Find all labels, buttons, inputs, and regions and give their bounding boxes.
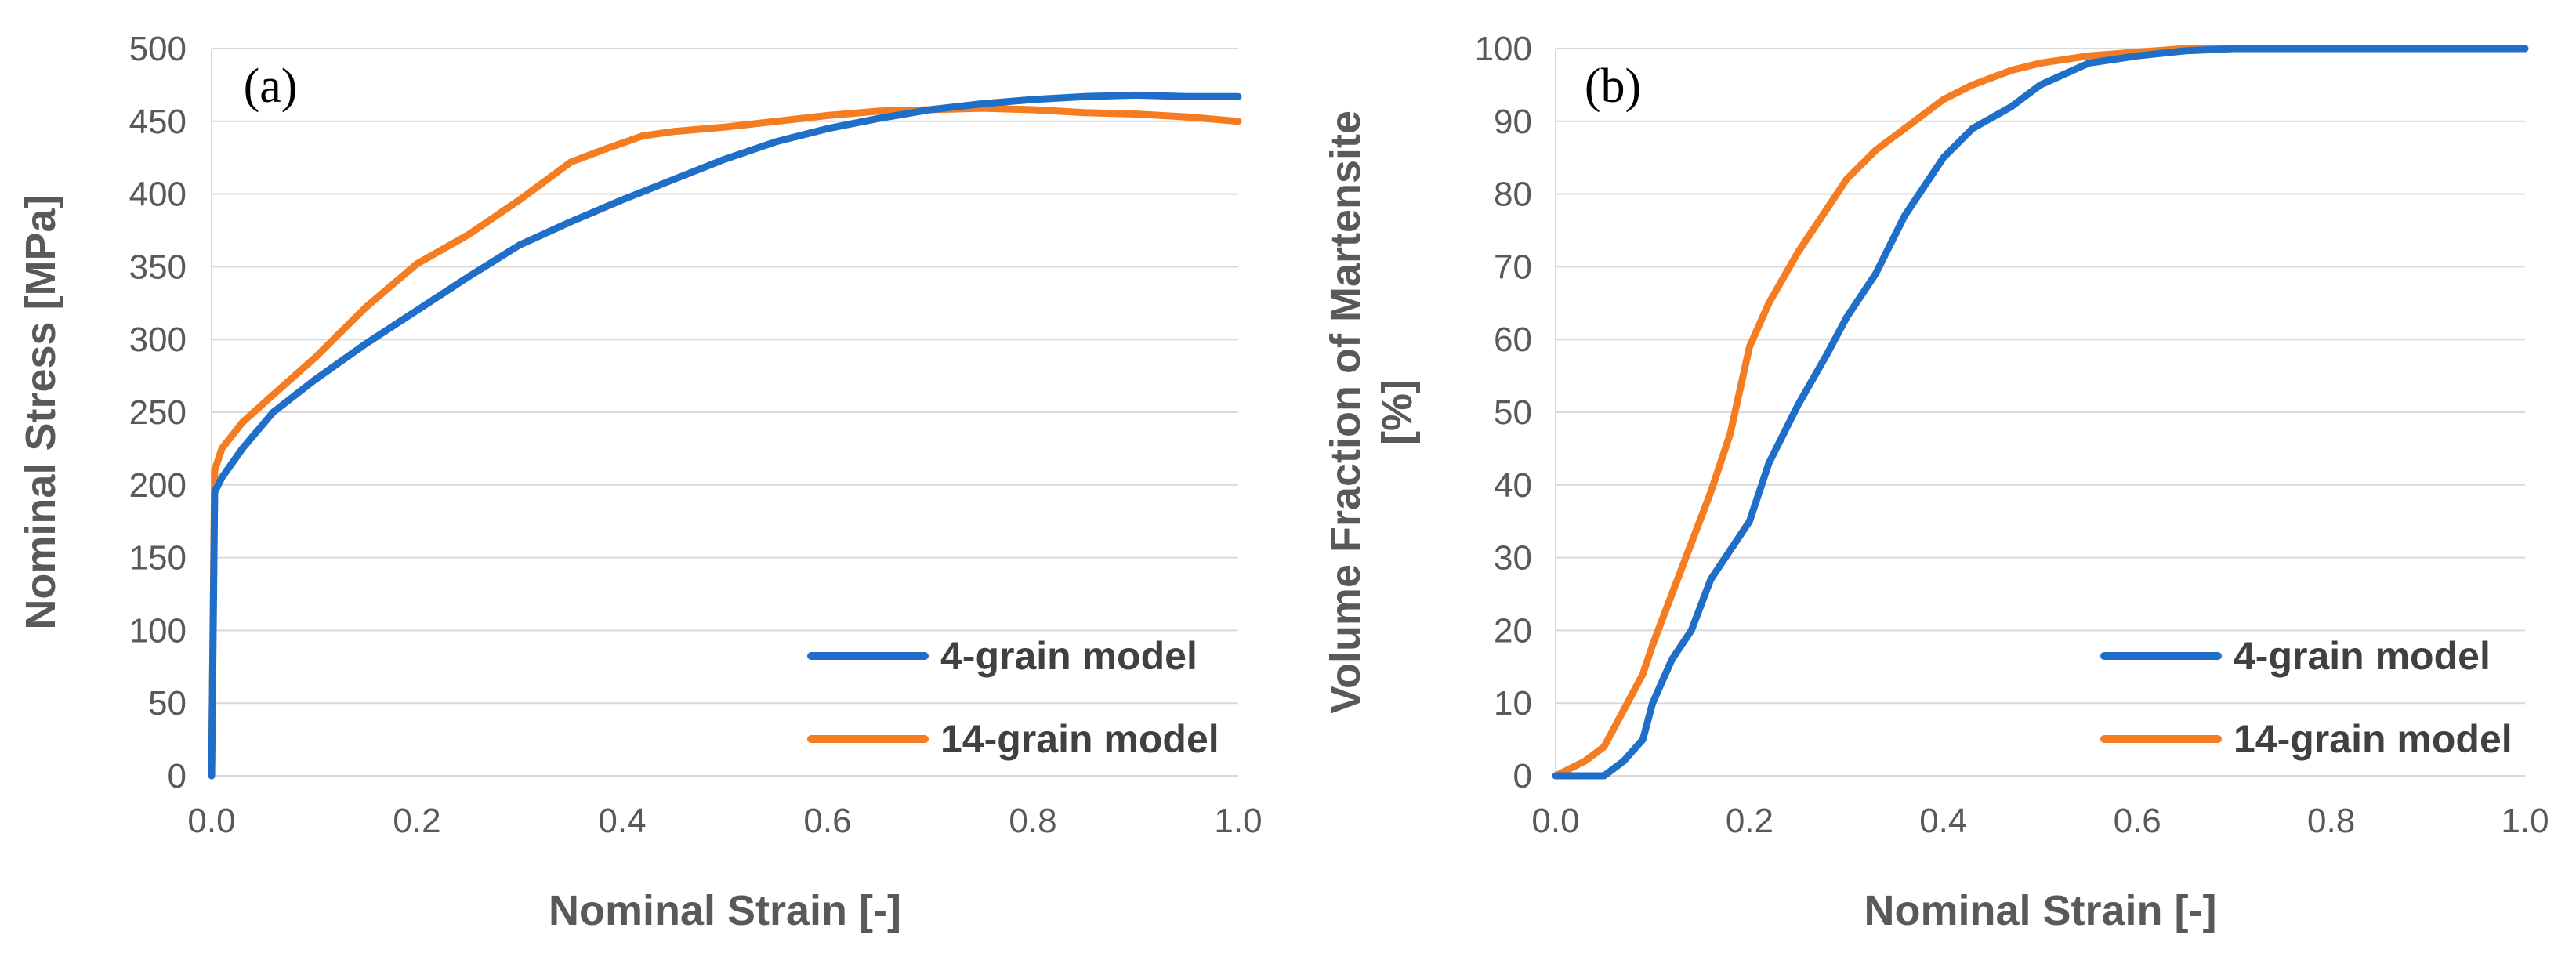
chart-b-x-tick-label: 0.8	[2307, 802, 2355, 840]
chart-a-y-tick-label: 200	[129, 466, 187, 505]
chart-b-x-tick-label: 0.4	[1919, 802, 1967, 840]
chart-b-x-tick-label: 1.0	[2501, 802, 2549, 840]
chart-b-y-tick-label: 60	[1494, 321, 1532, 359]
chart-b-panel-label: (b)	[1585, 60, 1641, 113]
chart-a-y-tick-label: 100	[129, 611, 187, 650]
chart-b-y-tick-label: 100	[1475, 30, 1532, 68]
chart-b-y-tick-label: 80	[1494, 176, 1532, 214]
chart-b-y-tick-label: 20	[1494, 611, 1532, 650]
chart-a-y-tick-label: 50	[148, 684, 187, 723]
chart-b-y-tick-label: 40	[1494, 466, 1532, 505]
chart-b-series-4-grain-line	[1552, 45, 2529, 780]
chart-b-y-tick-label: 70	[1494, 248, 1532, 286]
chart-a-y-axis-title: Nominal Stress [MPa]	[17, 194, 64, 629]
chart-b-y-tick-label: 30	[1494, 539, 1532, 578]
chart-b-x-tick-label: 0.6	[2114, 802, 2161, 840]
chart-b-y-axis-title: Volume Fraction of Martensite [%]	[1322, 110, 1421, 714]
chart-a-x-tick-label: 0.2	[393, 802, 440, 840]
chart-a-y-tick-label: 450	[129, 103, 187, 141]
chart-a-y-tick-label: 500	[129, 30, 187, 68]
chart-b-y-axis-title-line: [%]	[1374, 379, 1421, 445]
chart-a-y-tick-label: 150	[129, 539, 187, 578]
chart-a-series-4-grain-line	[208, 91, 1242, 780]
chart-a-legend-label: 14-grain model	[940, 717, 1219, 761]
chart-a-x-tick-label: 1.0	[1214, 802, 1262, 840]
chart-b-y-tick-label: 10	[1494, 684, 1532, 723]
chart-b-y-tick-label: 90	[1494, 103, 1532, 141]
chart-b-x-tick-label: 0.2	[1726, 802, 1773, 840]
chart-a-y-tick-label: 0	[168, 757, 187, 795]
chart-b-legend-label: 14-grain model	[2234, 717, 2513, 761]
chart-a-x-tick-label: 0.0	[187, 802, 235, 840]
chart-a-y-tick-label: 300	[129, 321, 187, 359]
chart-a-x-tick-label: 0.6	[803, 802, 851, 840]
chart-a-series-14-grain-line	[208, 104, 1242, 780]
chart-b-y-tick-label: 50	[1494, 393, 1532, 432]
chart-a-x-axis-title: Nominal Strain [-]	[549, 887, 901, 934]
chart-a-legend-label: 4-grain model	[940, 634, 1197, 678]
chart-b-legend-label: 4-grain model	[2234, 634, 2491, 678]
chart-a-panel-label: (a)	[244, 60, 298, 113]
chart-a-y-tick-label: 250	[129, 393, 187, 432]
chart-b-y-tick-label: 0	[1513, 757, 1532, 795]
chart-a-y-tick-label: 400	[129, 176, 187, 214]
chart-a-x-tick-label: 0.8	[1009, 802, 1056, 840]
chart-a-y-tick-label: 350	[129, 248, 187, 286]
chart-b-x-axis-title: Nominal Strain [-]	[1864, 887, 2216, 934]
chart-b-x-tick-label: 0.0	[1531, 802, 1579, 840]
chart-a-x-tick-label: 0.4	[598, 802, 646, 840]
chart-b-y-axis-title-line: Volume Fraction of Martensite	[1322, 110, 1369, 714]
